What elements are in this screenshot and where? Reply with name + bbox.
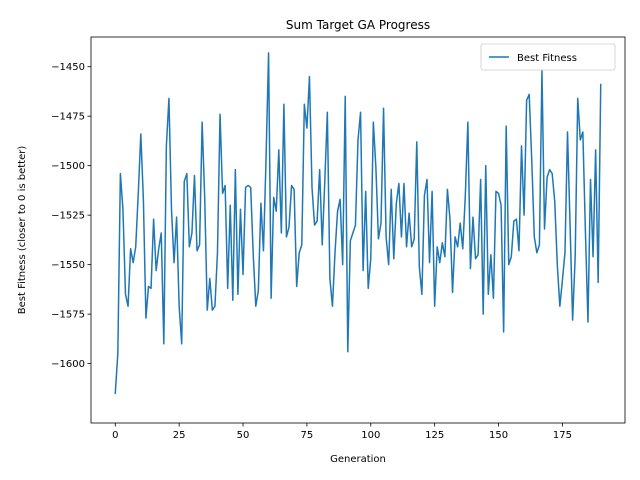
x-tick-label: 25 [173, 430, 186, 441]
y-tick-label: −1550 [51, 260, 85, 271]
chart-title: Sum Target GA Progress [286, 18, 430, 32]
x-tick-label: 100 [361, 430, 380, 441]
x-tick-label: 75 [301, 430, 314, 441]
x-tick-label: 0 [112, 430, 118, 441]
x-tick-label: 125 [425, 430, 444, 441]
x-tick-label: 175 [553, 430, 572, 441]
legend-label: Best Fitness [517, 53, 577, 64]
y-axis-title: Best Fitness (closer to 0 is better) [17, 146, 28, 315]
legend: Best Fitness [480, 43, 616, 71]
plot-area [114, 52, 602, 395]
axes-frame [90, 36, 626, 424]
y-tick-label: −1450 [51, 62, 85, 73]
y-tick-label: −1575 [51, 310, 85, 321]
x-tick-label: 50 [237, 430, 250, 441]
legend-box [480, 43, 616, 71]
axes: 0 25 50 75 100 125 150 175 −1600 −1575 −1550 −1525 −… [51, 36, 626, 441]
x-tick-label: 150 [489, 430, 508, 441]
x-axis-title: Generation [330, 454, 386, 465]
y-tick-label: −1525 [51, 211, 85, 222]
series-line-0 [114, 52, 602, 395]
y-tick-label: −1500 [51, 161, 85, 172]
y-tick-label: −1475 [51, 112, 85, 123]
y-tick-label: −1600 [51, 359, 85, 370]
